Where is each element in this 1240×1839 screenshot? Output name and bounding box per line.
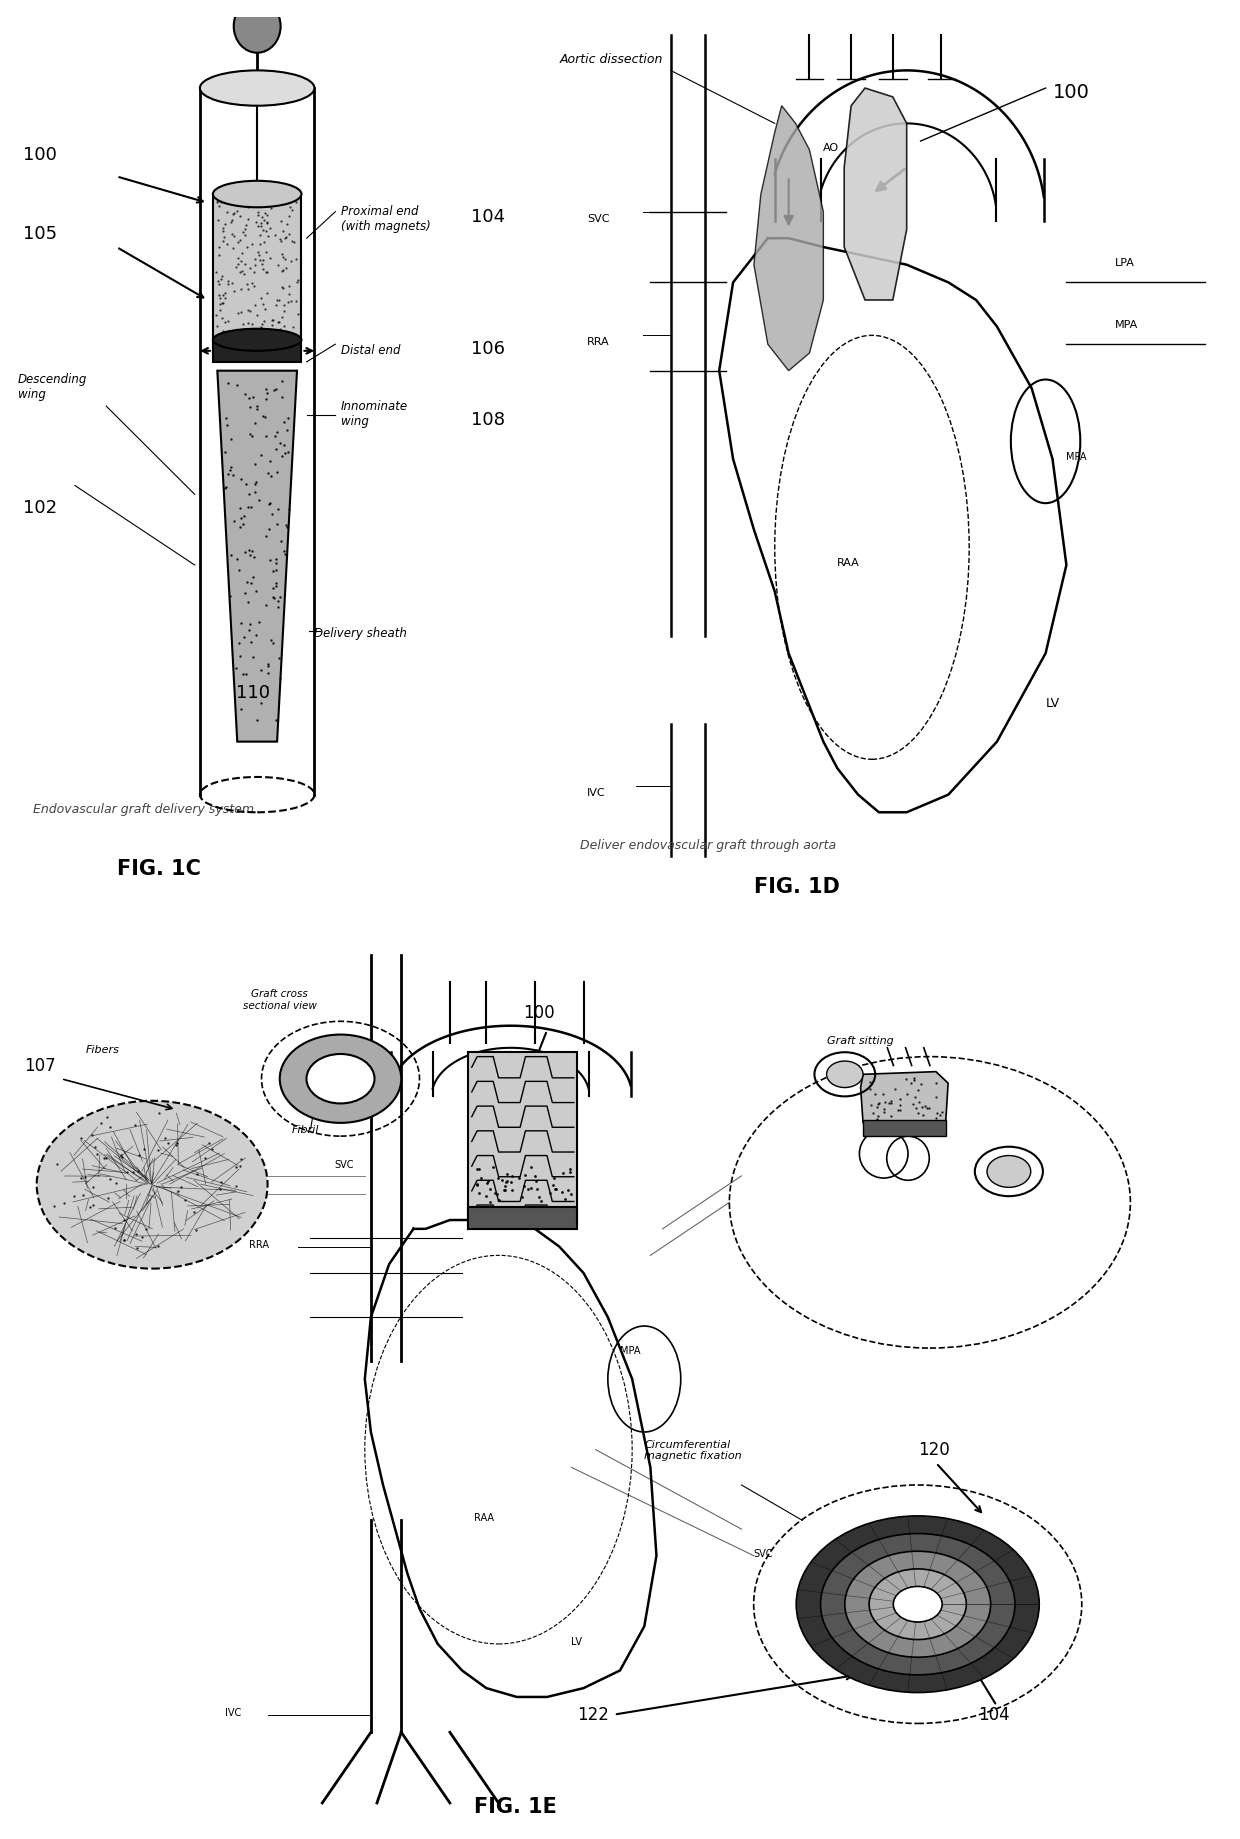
Text: 122: 122 [578,1705,609,1723]
Text: FIG. 1E: FIG. 1E [474,1797,557,1815]
Text: RRA: RRA [588,337,610,348]
Text: 100: 100 [22,145,57,164]
Text: IVC: IVC [588,787,606,796]
Text: Innominate
wing: Innominate wing [341,399,408,427]
Text: RRA: RRA [249,1239,269,1249]
Text: Fibers: Fibers [86,1045,119,1054]
Text: 105: 105 [22,224,57,243]
Text: Delivery sheath: Delivery sheath [315,627,407,640]
Text: Proximal end
(with magnets): Proximal end (with magnets) [341,206,430,234]
Polygon shape [217,371,298,743]
Circle shape [893,1587,942,1622]
Text: RAA: RAA [851,1650,870,1659]
Text: Fibril: Fibril [291,1124,320,1135]
Text: Circumferential
magnetic fixation: Circumferential magnetic fixation [645,1440,742,1460]
Text: SVC: SVC [754,1548,774,1558]
Ellipse shape [213,182,301,208]
Text: RAA: RAA [474,1512,495,1523]
Text: AO: AO [823,143,839,153]
Ellipse shape [200,72,315,107]
Text: Deliver endovascular graft through aorta: Deliver endovascular graft through aorta [580,839,837,851]
Text: SVC: SVC [335,1159,353,1170]
Text: MPA: MPA [1066,452,1087,462]
Circle shape [280,1035,402,1124]
Text: 102: 102 [22,498,57,517]
Text: LV: LV [572,1637,583,1646]
Text: RAA: RAA [837,557,861,568]
FancyBboxPatch shape [213,195,301,353]
FancyBboxPatch shape [467,1052,578,1228]
Circle shape [987,1157,1030,1188]
Text: FIG. 1C: FIG. 1C [117,859,201,879]
Text: 100: 100 [1053,83,1090,101]
Polygon shape [861,1072,949,1137]
Text: 106: 106 [471,340,505,359]
Text: 100: 100 [523,1004,554,1021]
Text: 110: 110 [237,684,270,702]
Circle shape [796,1515,1039,1692]
Circle shape [844,1552,991,1657]
Text: Endovascular graft delivery system: Endovascular graft delivery system [33,804,254,817]
Circle shape [37,1102,268,1269]
Text: Aortic dissection: Aortic dissection [559,53,663,66]
Text: LV: LV [1045,697,1060,710]
Text: Graft cross
sectional view: Graft cross sectional view [243,989,316,1010]
Ellipse shape [233,0,280,53]
Text: LPA: LPA [1115,257,1135,267]
Text: 104: 104 [978,1705,1011,1723]
Circle shape [893,1587,942,1622]
Polygon shape [844,88,906,302]
Text: Graft sitting: Graft sitting [827,1035,893,1046]
Circle shape [821,1534,1014,1675]
Circle shape [827,1061,863,1089]
Text: 107: 107 [25,1056,56,1074]
Text: IVC: IVC [224,1707,242,1716]
Polygon shape [754,107,823,371]
Circle shape [306,1054,374,1103]
Text: MPA: MPA [1115,320,1138,329]
Text: FIG. 1D: FIG. 1D [754,877,839,896]
Text: MPA: MPA [620,1344,641,1355]
Text: SVC: SVC [588,213,610,223]
Circle shape [869,1569,966,1640]
FancyBboxPatch shape [213,340,301,362]
Text: Distal end: Distal end [341,344,401,357]
FancyBboxPatch shape [467,1206,578,1228]
FancyBboxPatch shape [863,1120,946,1137]
Text: 108: 108 [471,410,505,428]
Text: AO: AO [474,1054,489,1063]
Text: 120: 120 [918,1440,950,1458]
Text: MPA: MPA [972,1548,993,1558]
Text: 104: 104 [471,208,505,226]
Ellipse shape [213,329,301,351]
Text: Descending
wing: Descending wing [17,373,87,401]
